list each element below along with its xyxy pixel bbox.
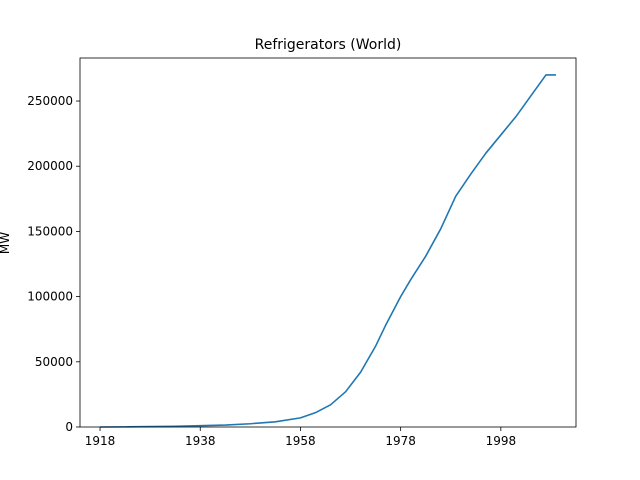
- x-tick-label: 1998: [486, 434, 517, 448]
- x-tick-label: 1958: [285, 434, 316, 448]
- plot-area: 1918 1938 1958 1978 1998 0 50000 100000 150000 20…: [27, 74, 556, 448]
- y-tick-label: 250000: [27, 94, 73, 108]
- y-tick-label: 0: [65, 420, 73, 434]
- axes-frame: [79, 57, 577, 428]
- y-tick-label: 50000: [35, 355, 73, 369]
- x-tick-label: 1978: [385, 434, 416, 448]
- y-tick-label: 200000: [27, 159, 73, 173]
- chart-title: Refrigerators (World): [255, 37, 402, 53]
- y-axis-label: MW: [0, 232, 12, 254]
- x-tick-label: 1938: [185, 434, 216, 448]
- y-tick-label: 100000: [27, 290, 73, 304]
- series-line: [100, 74, 556, 428]
- x-tick-label: 1918: [85, 434, 116, 448]
- y-tick-label: 150000: [27, 224, 73, 238]
